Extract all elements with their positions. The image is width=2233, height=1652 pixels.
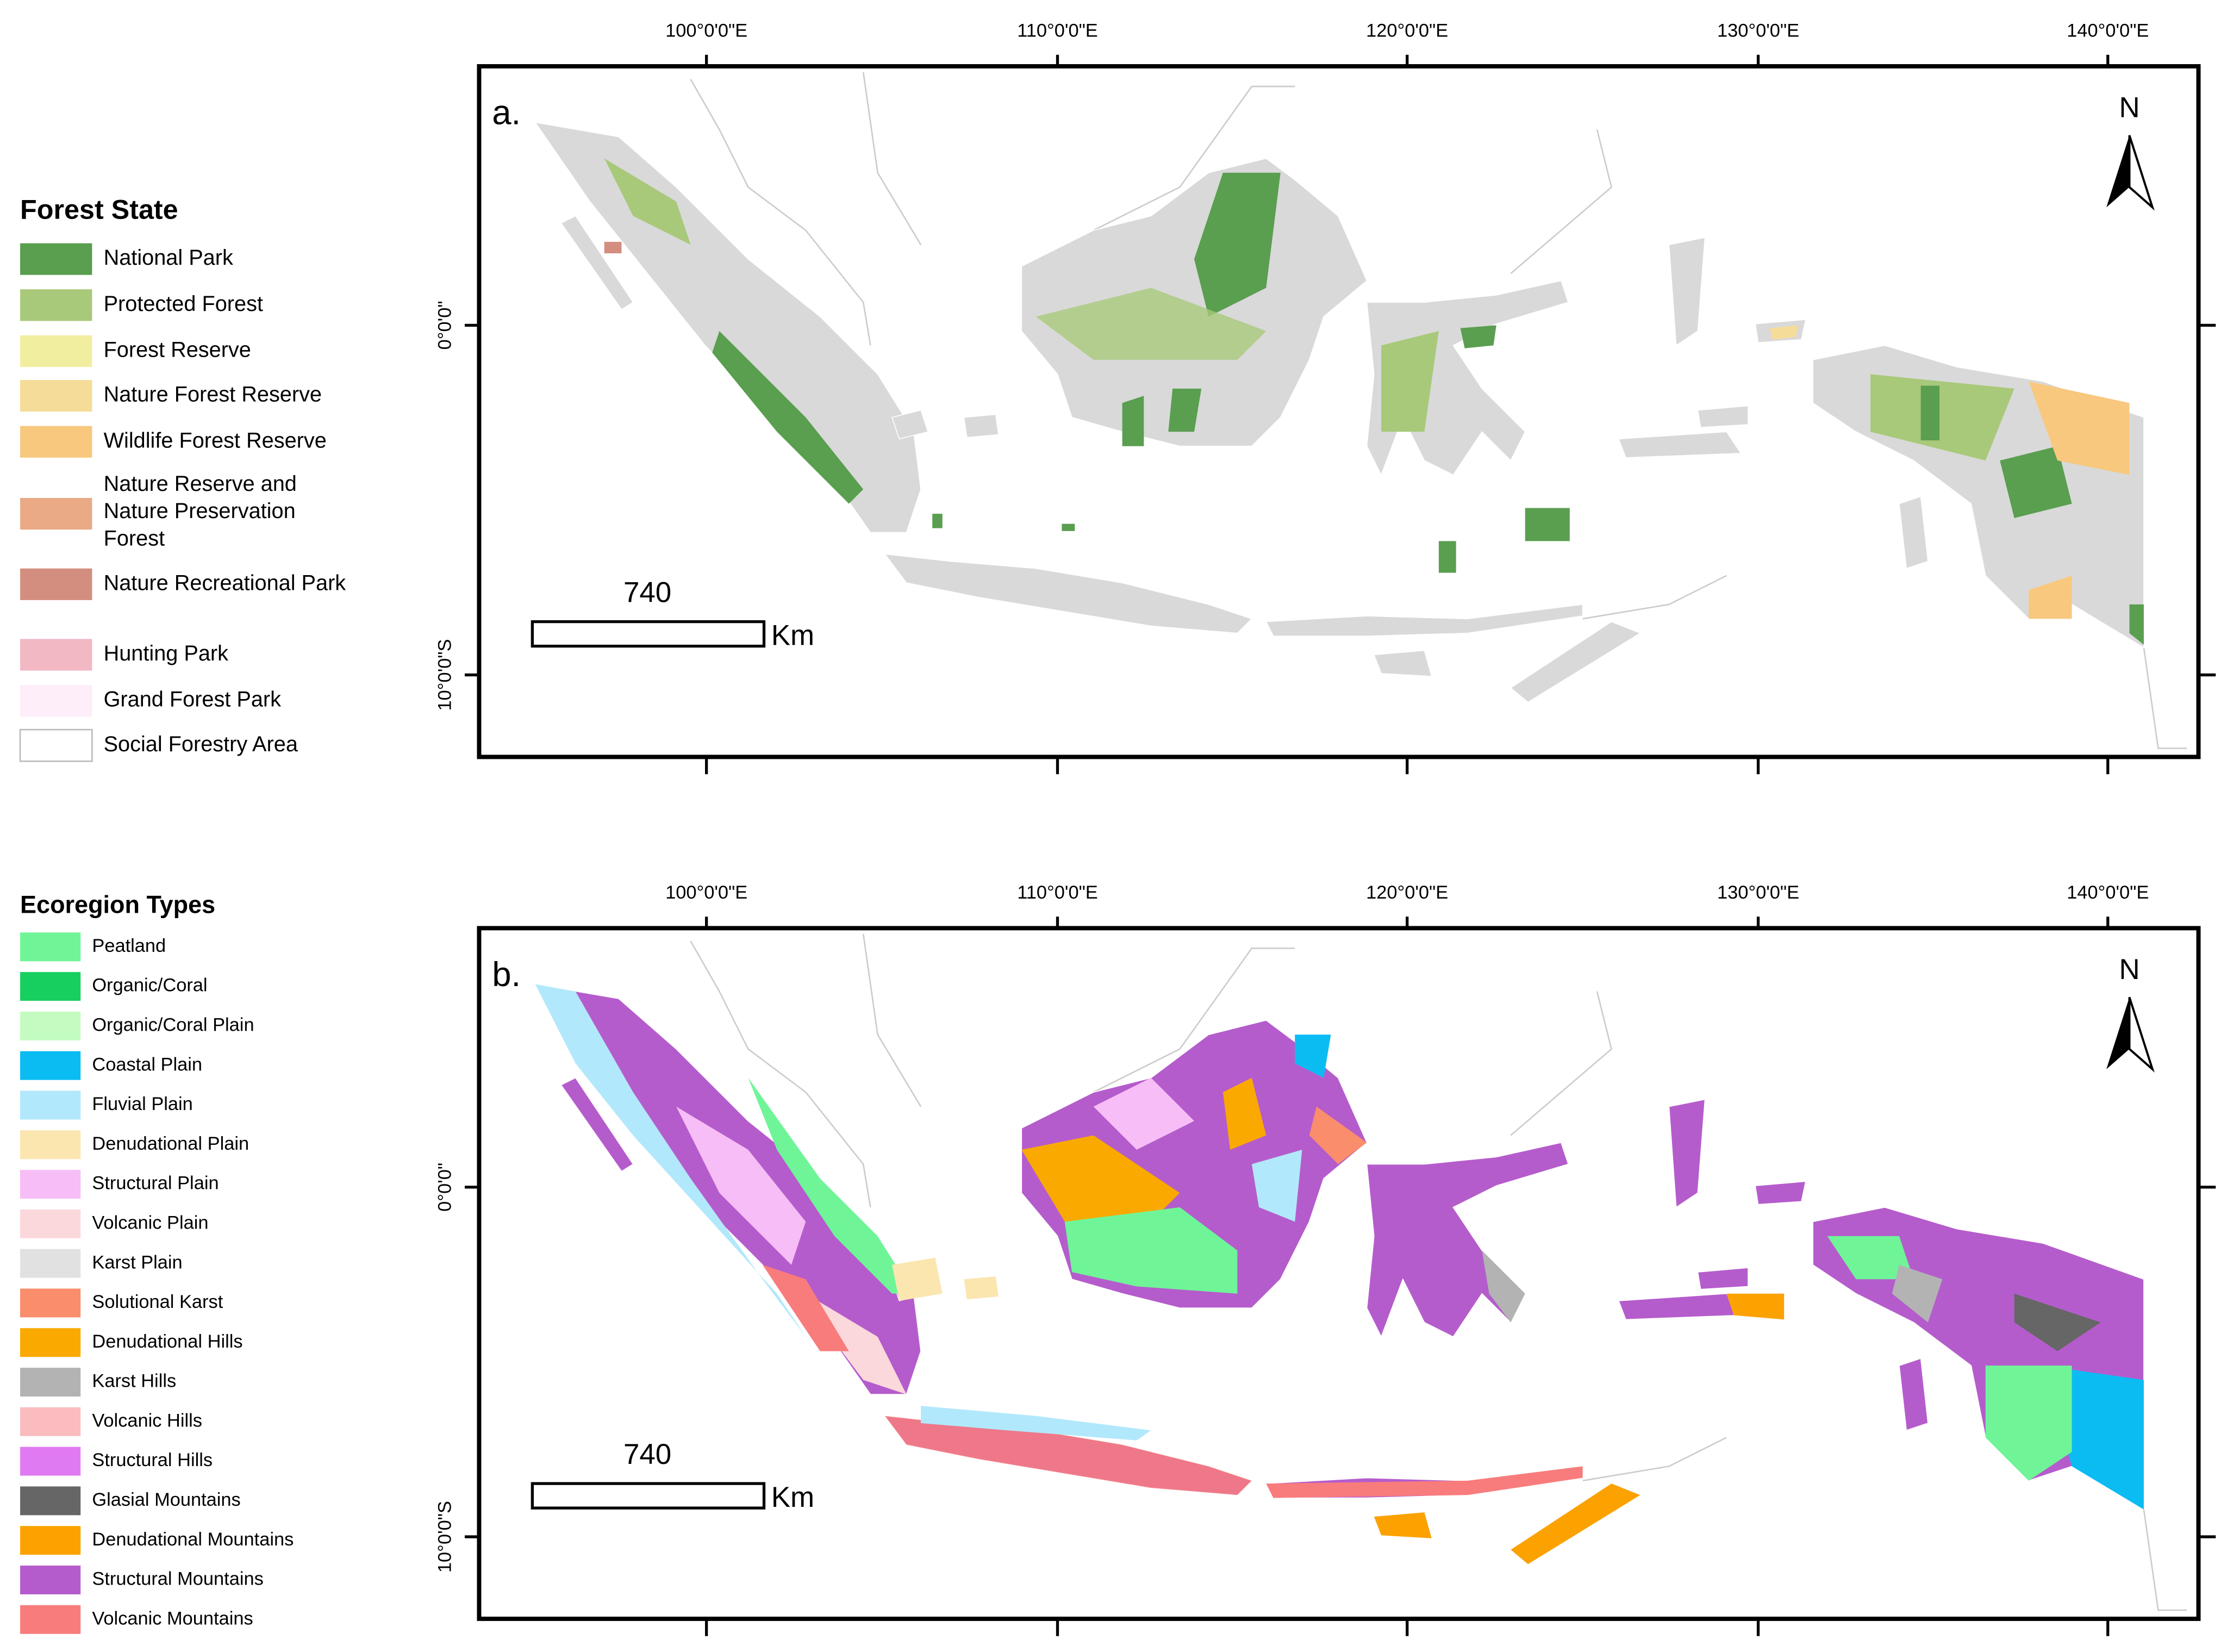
scale-unit: Km xyxy=(771,620,814,652)
y-tick-label: 10°0'0"S xyxy=(435,639,456,711)
map-a xyxy=(534,71,2188,749)
x-tick-label: 110°0'0"E xyxy=(1017,21,1098,41)
map-b xyxy=(534,933,2188,1611)
legend-swatch xyxy=(20,379,92,412)
forest-patches xyxy=(604,158,2144,645)
legend-label: Denudational Mountains xyxy=(92,1529,294,1550)
legend-label: Organic/Coral xyxy=(92,975,207,996)
legend-swatch xyxy=(20,1486,81,1516)
legend-label: National Park xyxy=(104,246,233,270)
legend-label: Nature Recreational Park xyxy=(104,571,346,595)
legend-swatch xyxy=(20,639,92,671)
legend-label: Karst Plain xyxy=(92,1252,182,1273)
legend-swatch xyxy=(20,1566,81,1594)
scale-value: 740 xyxy=(623,1438,671,1470)
legend-label: Coastal Plain xyxy=(92,1054,202,1075)
legend-label: Nature Forest Reserve xyxy=(104,383,322,407)
legend-swatch xyxy=(20,289,92,321)
legend-swatch xyxy=(19,728,93,762)
legend-label: Forest Reserve xyxy=(104,338,251,362)
y-tick-label: 0°0'0" xyxy=(435,301,456,350)
x-tick-label: 140°0'0"E xyxy=(2067,21,2149,41)
north-arrow xyxy=(2128,135,2155,211)
x-tick-label: 110°0'0"E xyxy=(1017,882,1098,903)
north-arrow xyxy=(2128,996,2155,1073)
legend-label: Wildlife Forest Reserve xyxy=(104,428,327,452)
legend-swatch xyxy=(20,932,81,962)
map-frame xyxy=(477,926,2201,1621)
legend-label: Glasial Mountains xyxy=(92,1489,240,1510)
legend-swatch xyxy=(20,1526,81,1555)
legend-swatch xyxy=(20,1328,81,1357)
legend-swatch xyxy=(20,498,92,530)
north-arrow xyxy=(2106,997,2130,1069)
x-tick-label: 120°0'0"E xyxy=(1366,882,1448,903)
legend-swatch xyxy=(20,685,92,717)
legend-label: Solutional Karst xyxy=(92,1292,223,1312)
legend-swatch xyxy=(20,1130,81,1159)
legend-title: Forest State xyxy=(20,194,178,225)
legend-label: Karst Hills xyxy=(92,1371,176,1392)
x-tick-label: 130°0'0"E xyxy=(1717,21,1799,41)
panel: 100°0'0"E 110°0'0"E 120°0'0"E 130°0'0"E 140°… xyxy=(20,882,2216,1636)
scale-bar xyxy=(531,620,766,648)
legend-swatch xyxy=(20,1011,81,1040)
legend-label: Nature Reserve and Nature Preservation F… xyxy=(103,472,297,551)
legend-swatch xyxy=(20,972,81,1001)
y-tick-label: 10°0'0"S xyxy=(435,1501,456,1573)
legend-label: Social Forestry Area xyxy=(104,732,298,756)
legend-label: Fluvial Plain xyxy=(92,1094,192,1114)
legend-label: Volcanic Hills xyxy=(92,1410,202,1431)
legend-title: Ecoregion Types xyxy=(20,891,215,919)
north-label: N xyxy=(2119,953,2140,986)
x-tick-label: 100°0'0"E xyxy=(665,882,747,903)
panel: 100°0'0"E 110°0'0"E 120°0'0"E 130°0'0"E 140°… xyxy=(19,21,2216,775)
north-arrow xyxy=(2106,135,2130,208)
panel-label: b. xyxy=(492,955,521,994)
legend-swatch xyxy=(20,1407,81,1436)
legend-swatch xyxy=(20,1605,81,1634)
legend-swatch xyxy=(20,426,92,458)
legend-swatch xyxy=(20,1447,81,1476)
legend-swatch xyxy=(20,1368,81,1397)
map-frame xyxy=(477,64,2201,759)
legend-label: Grand Forest Park xyxy=(104,688,282,712)
legend-label: Volcanic Mountains xyxy=(92,1608,253,1629)
legend-label: Protected Forest xyxy=(104,292,263,316)
x-tick-label: 130°0'0"E xyxy=(1717,882,1799,903)
legend-swatch xyxy=(20,1209,81,1238)
legend-label: Volcanic Plain xyxy=(92,1212,208,1233)
legend-label: Peatland xyxy=(92,936,166,956)
legend-label-box: Nature Reserve and Nature Preservation F… xyxy=(103,472,297,551)
scale-value: 740 xyxy=(623,576,671,608)
legend-swatch xyxy=(20,1249,81,1278)
map-b-wrap xyxy=(534,933,2188,1611)
legend-label: Denudational Hills xyxy=(92,1331,242,1352)
legend-swatch xyxy=(20,1170,81,1199)
x-tick-label: 140°0'0"E xyxy=(2067,882,2149,903)
annotations: 100°0'0"E 110°0'0"E 120°0'0"E 130°0'0"E 140°… xyxy=(19,21,2216,1636)
scale-unit: Km xyxy=(771,1481,814,1513)
legend-label: Structural Hills xyxy=(92,1450,213,1470)
legend-label: Structural Mountains xyxy=(92,1569,263,1589)
legend-label: Hunting Park xyxy=(104,641,229,665)
y-tick-label: 0°0'0" xyxy=(435,1163,456,1212)
x-tick-label: 100°0'0"E xyxy=(665,21,747,41)
legend-swatch xyxy=(20,1090,81,1120)
legend-swatch xyxy=(20,243,92,275)
north-label: N xyxy=(2119,91,2140,123)
panel-label: a. xyxy=(492,93,521,132)
legend-swatch xyxy=(20,335,92,367)
legend-label: Denudational Plain xyxy=(92,1133,249,1154)
legend-swatch xyxy=(20,568,92,600)
legend-swatch xyxy=(20,1288,81,1318)
x-tick-label: 120°0'0"E xyxy=(1366,21,1448,41)
legend-swatch xyxy=(20,1051,81,1080)
ecoregion-patches xyxy=(535,984,2144,1564)
legend-label: Organic/Coral Plain xyxy=(92,1015,254,1036)
legend-label: Structural Plain xyxy=(92,1173,219,1194)
scale-bar xyxy=(531,1482,766,1510)
